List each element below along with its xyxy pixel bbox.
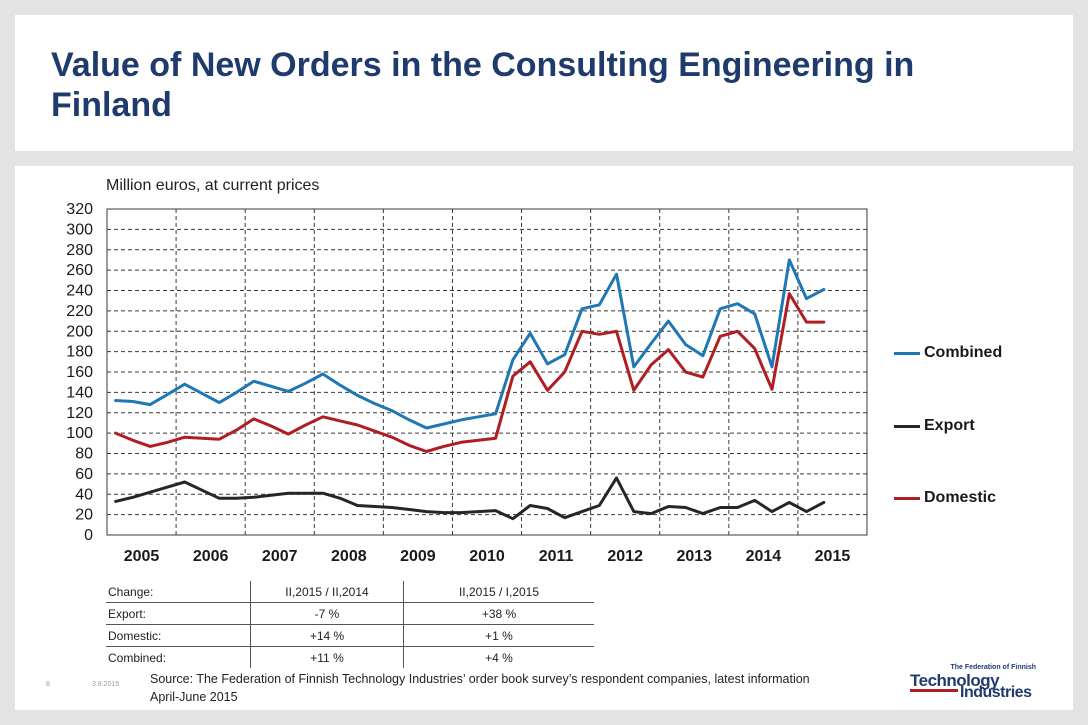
y-tick-label: 100: [66, 425, 93, 442]
y-tick-label: 80: [75, 446, 93, 463]
x-tick-label: 2013: [676, 548, 712, 565]
table-cell: Combined:: [108, 650, 167, 665]
table-cell: -7 %: [250, 602, 404, 625]
logo-top-text: The Federation of Finnish: [950, 664, 1036, 671]
legend-item-domestic: Domestic: [894, 489, 996, 507]
page-title: Value of New Orders in the Consulting En…: [51, 46, 915, 124]
x-tick-label: 2005: [124, 548, 160, 565]
y-tick-label: 120: [66, 405, 93, 422]
source-note: Source: The Federation of Finnish Techno…: [150, 672, 810, 704]
y-tick-label: 260: [66, 262, 93, 279]
x-tick-label: 2012: [607, 548, 643, 565]
table-row: Domestic: +14 % +1 %: [106, 624, 594, 647]
table-cell: +38 %: [403, 602, 594, 625]
legend-label-combined: Combined: [924, 344, 1003, 361]
series-line-combined: [114, 258, 826, 430]
logo-line-2: Industries: [960, 684, 1032, 701]
y-tick-label: 300: [66, 221, 93, 238]
plot-frame: [106, 208, 868, 536]
table-row: Export: -7 % +38 %: [106, 602, 594, 625]
y-tick-label: 140: [66, 384, 93, 401]
x-tick-label: 2011: [539, 548, 574, 565]
x-tick-label: 2008: [331, 548, 367, 565]
y-tick-label: 20: [75, 507, 93, 524]
x-tick-label: 2014: [746, 548, 782, 565]
legend-label-domestic: Domestic: [924, 489, 997, 506]
y-tick-label: 320: [66, 201, 93, 218]
y-tick-label: 280: [66, 242, 93, 259]
y-tick-label: 0: [84, 527, 93, 544]
x-tick-label: 2015: [815, 548, 851, 565]
table-cell: +1 %: [403, 624, 594, 647]
legend-item-combined: Combined: [894, 344, 1002, 362]
y-tick-label: 40: [75, 486, 93, 503]
change-table: Change: II,2015 / II,2014 II,2015 / I,20…: [106, 581, 594, 668]
table-cell: +14 %: [250, 624, 404, 647]
x-tick-label: 2009: [400, 548, 436, 565]
federation-logo: The Federation of Finnish Technology Ind…: [908, 664, 1048, 701]
x-tick-label: 2010: [469, 548, 505, 565]
legend-item-export: Export: [894, 417, 975, 435]
table-cell: +11 %: [250, 646, 404, 668]
table-cell: II,2015 / I,2015: [403, 581, 594, 603]
y-tick-label: 240: [66, 283, 93, 300]
y-tick-label: 200: [66, 323, 93, 340]
legend-swatch-combined: [894, 351, 920, 355]
series-line-export: [114, 476, 826, 521]
y-tick-label: 60: [75, 466, 93, 483]
page-number: 8: [46, 681, 50, 688]
title-card: Value of New Orders in the Consulting En…: [15, 15, 1073, 151]
table-cell: Change:: [106, 581, 251, 603]
legend-swatch-export: [894, 424, 920, 428]
y-tick-label: 220: [66, 303, 93, 320]
table-cell: II,2015 / II,2014: [250, 581, 404, 603]
date-stamp: 3.8.2015: [92, 681, 120, 688]
legend-label-export: Export: [924, 417, 975, 434]
x-tick-label: 2006: [193, 548, 229, 565]
table-cell: Domestic:: [106, 624, 251, 647]
table-cell: +4 %: [403, 646, 594, 668]
x-tick-label: 2007: [262, 548, 298, 565]
logo-line-1: Technology: [910, 671, 1000, 690]
y-tick-label: 180: [66, 344, 93, 361]
unit-label: Million euros, at current prices: [106, 177, 320, 194]
logo-bar: [910, 689, 958, 692]
table-row: Change: II,2015 / II,2014 II,2015 / I,20…: [106, 581, 594, 603]
y-tick-label: 160: [66, 364, 93, 381]
series-line-domestic: [114, 292, 826, 453]
table-row: Combined: +11 % +4 %: [106, 646, 594, 668]
table-cell: Export:: [106, 602, 251, 625]
legend-swatch-domestic: [894, 496, 920, 500]
